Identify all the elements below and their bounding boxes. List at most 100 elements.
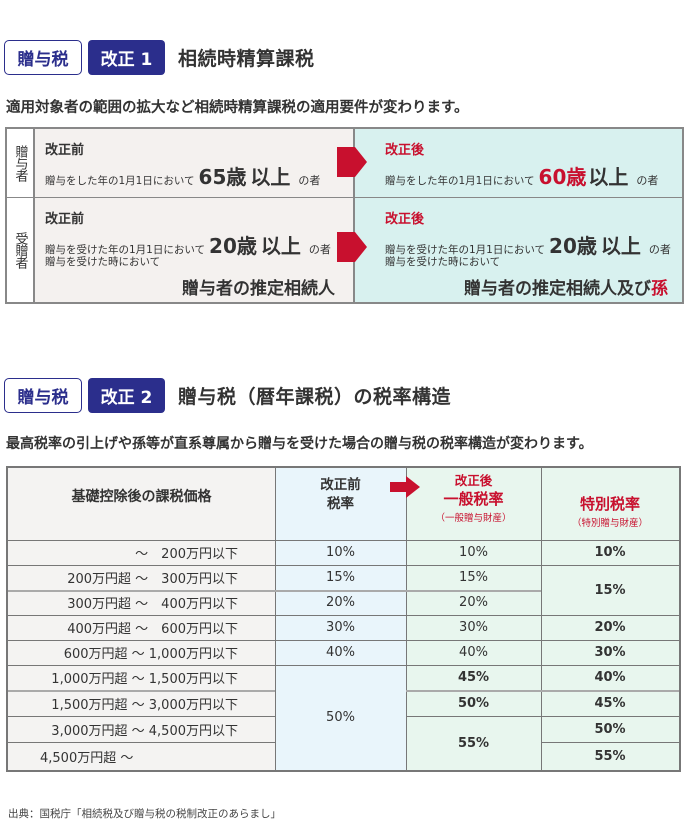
recipient-before-heir: 贈与者の推定相続人: [182, 279, 335, 299]
divider: [406, 716, 679, 717]
divider: [541, 468, 542, 770]
special-rate-merged: 15%: [594, 582, 626, 598]
general-rate-new: 45%: [457, 670, 490, 685]
gift-tax-badge: 贈与税: [4, 378, 82, 413]
age-text: 65歳: [198, 165, 247, 189]
special-rate: 10%: [594, 545, 626, 560]
header-before-rate: 改正前 税率: [275, 468, 406, 540]
recipient-after-heir: 贈与者の推定相続人及び孫: [464, 274, 668, 299]
before-column-bg: [275, 468, 406, 770]
general-rate: 15%: [459, 570, 488, 585]
divider: [541, 742, 679, 743]
before-rate: 15%: [326, 570, 355, 585]
revision-2-badge: 改正 2: [88, 378, 165, 413]
range-column-bg: [8, 468, 275, 770]
header-special-l2: 特別税率: [579, 495, 640, 513]
above-text: 以上: [600, 234, 641, 258]
general-rate-new: 50%: [457, 695, 490, 711]
divider: [406, 468, 407, 770]
donor-after-cell: 改正後 贈与をした年の1月1日において 60歳 以上 の者: [353, 129, 682, 197]
table-row-range: 400万円超 ～ 600万円以下: [67, 622, 238, 637]
general-rate: 20%: [459, 595, 488, 610]
header-general-l2: 一般税率: [443, 490, 504, 508]
gift-tax-badge: 贈与税: [4, 40, 82, 75]
section2-lead: 最高税率の引上げや孫等が直系尊属から贈与を受けた場合の贈与税の税率構造が変わりま…: [6, 436, 593, 452]
table-row-range: 200万円超 ～ 300万円以下: [67, 572, 238, 587]
above-text: 以上: [260, 234, 301, 258]
divider: [8, 640, 679, 641]
settlement-tax-table: 贈与者 改正前 贈与をした年の1月1日において 65歳 以上 の者 改正後 贈与…: [5, 127, 684, 304]
header-special-sub: （特別贈与財産）: [571, 518, 648, 529]
section1-header: 贈与税 改正 1 相続時精算課税: [4, 40, 315, 75]
donor-after-line: 贈与をした年の1月1日において 60歳 以上 の者: [385, 161, 658, 190]
donor-row: 贈与者 改正前 贈与をした年の1月1日において 65歳 以上 の者 改正後 贈与…: [7, 129, 682, 198]
recipient-label-text: 受贈者: [12, 232, 28, 268]
section2-header: 贈与税 改正 2 贈与税（暦年課税）の税率構造: [4, 378, 451, 413]
header-general-l1: 改正後: [454, 473, 493, 488]
general-rate: 40%: [459, 645, 488, 660]
above-text: 以上: [588, 165, 629, 189]
revision-1-badge: 改正 1: [88, 40, 165, 75]
divider: [275, 468, 276, 770]
table-row-range: 1,500万円超 ～ 3,000万円以下: [51, 697, 238, 713]
before-label: 改正前: [45, 212, 85, 227]
person-suffix: の者: [636, 174, 659, 187]
before-rate: 10%: [326, 545, 355, 560]
donor-label-text: 贈与者: [12, 145, 28, 181]
special-rate: 55%: [594, 748, 626, 764]
table-row-range: 600万円超 ～ 1,000万円以下: [63, 647, 238, 662]
donor-before-line: 贈与をした年の1月1日において 65歳 以上 の者: [45, 161, 320, 190]
header-before-l2: 税率: [327, 496, 354, 512]
after-label: 改正後: [385, 212, 425, 227]
divider: [8, 742, 275, 743]
recipient-side-label: 受贈者: [7, 198, 35, 302]
section1-title: 相続時精算課税: [178, 48, 315, 70]
divider: [8, 716, 275, 717]
person-suffix: の者: [298, 174, 321, 187]
condition-text: 贈与を受けた年の1月1日において: [45, 244, 206, 256]
recipient-row: 受贈者 改正前 贈与を受けた年の1月1日において 20歳 以上 の者 贈与を受け…: [7, 198, 682, 302]
special-rate: 20%: [594, 620, 626, 635]
general-rate: 10%: [459, 545, 488, 560]
header-general-sub: （一般贈与財産）: [435, 513, 512, 524]
header-general-rate: 改正後 一般税率 （一般贈与財産）: [406, 468, 541, 540]
above-text: 以上: [250, 165, 291, 189]
divider: [8, 590, 541, 592]
condition-text: 贈与をした年の1月1日において: [385, 175, 535, 187]
special-rate: 50%: [594, 721, 626, 737]
arrow-right-icon: [390, 476, 420, 498]
divider: [8, 540, 679, 541]
table-row-range: 1,000万円超 ～ 1,500万円以下: [51, 672, 238, 687]
before-rate: 20%: [326, 595, 355, 610]
before-label: 改正前: [45, 143, 85, 158]
table-row-range: ～ 200万円以下: [135, 547, 238, 562]
table-row-range: 300万円超 ～ 400万円以下: [67, 597, 238, 612]
header-range: 基礎控除後の課税価格: [71, 489, 212, 505]
general-rate: 30%: [459, 620, 488, 635]
header-before-l1: 改正前: [320, 477, 361, 493]
arrow-right-icon: [337, 232, 367, 262]
recipient-after-line1: 贈与を受けた年の1月1日において 20歳 以上 の者: [385, 230, 671, 259]
grandchild-text: 孫: [651, 279, 668, 299]
divider: [8, 565, 679, 566]
special-column-bg: [541, 468, 679, 770]
divider: [8, 615, 679, 616]
header-special-rate: 特別税率 （特別贈与財産）: [541, 468, 679, 540]
before-rate-merged: 50%: [326, 710, 355, 725]
person-suffix: の者: [648, 243, 671, 256]
age-text: 20歳: [549, 234, 597, 258]
recipient-before-line2: 贈与を受けた時において: [45, 256, 161, 268]
person-suffix: の者: [308, 243, 331, 256]
general-column-bg: [406, 468, 541, 770]
recipient-before-line1: 贈与を受けた年の1月1日において 20歳 以上 の者: [45, 230, 331, 259]
gift-tax-rate-table: 基礎控除後の課税価格 改正前 税率 改正後 一般税率 （一般贈与財産） 特別税率…: [6, 466, 681, 772]
special-rate: 45%: [594, 695, 626, 711]
donor-side-label: 贈与者: [7, 129, 35, 197]
special-rate: 40%: [594, 670, 626, 685]
recipient-after-line2: 贈与を受けた時において: [385, 256, 501, 268]
table-row-range: 3,000万円超 ～ 4,500万円以下: [51, 723, 238, 739]
condition-text: 贈与を受けた年の1月1日において: [385, 244, 546, 256]
age-text: 20歳: [209, 234, 257, 258]
table-row-range: 4,500万円超 ～: [40, 750, 134, 766]
age-text-highlight: 60歳: [538, 165, 587, 189]
